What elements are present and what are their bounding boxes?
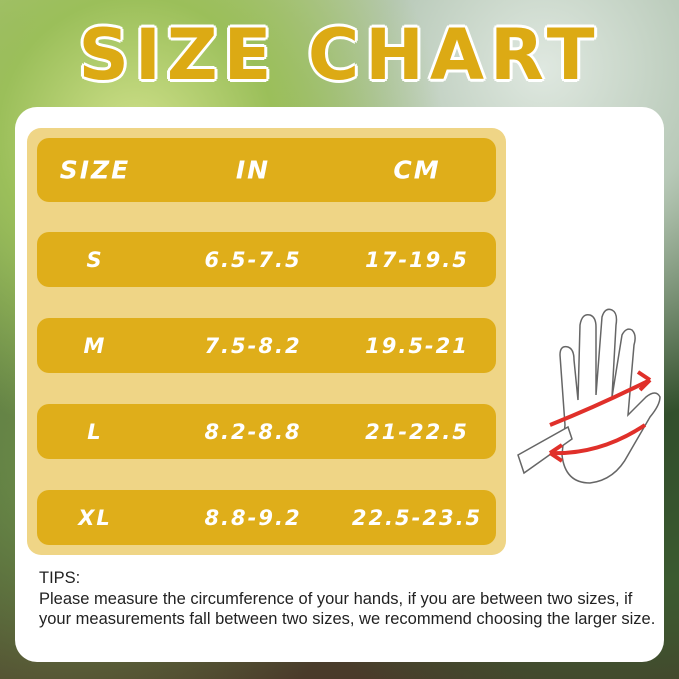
cell-size: XL	[78, 505, 112, 530]
cell-size: L	[87, 419, 103, 444]
cell-cm: 19.5-21	[365, 333, 469, 358]
table-row: M 7.5-8.2 19.5-21	[37, 318, 496, 373]
header-in: IN	[235, 155, 271, 185]
cell-cm: 22.5-23.5	[351, 505, 483, 530]
table-header: SIZE IN CM	[37, 138, 496, 202]
cell-size: M	[83, 333, 107, 358]
table-row: XL 8.8-9.2 22.5-23.5	[37, 490, 496, 545]
cell-cm: 17-19.5	[365, 247, 469, 272]
header-cm: CM	[393, 155, 441, 185]
tips-text: Please measure the circumference of your…	[39, 589, 656, 629]
cell-in: 8.2-8.8	[204, 419, 302, 444]
table-row: S 6.5-7.5 17-19.5	[37, 232, 496, 287]
cell-cm: 21-22.5	[365, 419, 469, 444]
size-table: SIZE IN CM S 6.5-7.5 17-19.5 M 7.5-8.2 1…	[27, 128, 506, 555]
tips-label: TIPS:	[39, 569, 81, 587]
cell-size: S	[86, 247, 104, 272]
header-size: SIZE	[59, 155, 131, 185]
tips-section: TIPS: Please measure the circumference o…	[39, 568, 659, 630]
cell-in: 6.5-7.5	[204, 247, 302, 272]
page-title: SIZE CHART	[78, 14, 601, 96]
hand-measure-icon	[517, 308, 661, 484]
table-row: L 8.2-8.8 21-22.5	[37, 404, 496, 459]
cell-in: 7.5-8.2	[204, 333, 302, 358]
cell-in: 8.8-9.2	[204, 505, 302, 530]
